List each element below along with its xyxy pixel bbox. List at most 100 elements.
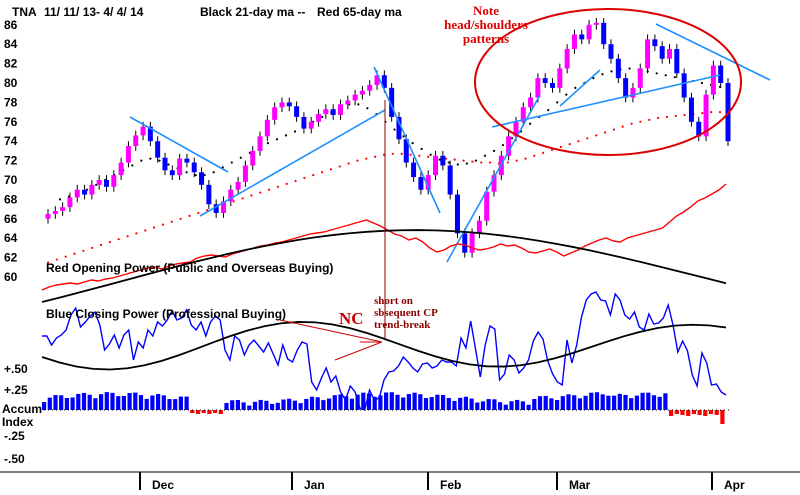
month-label: Apr: [724, 478, 745, 492]
candle-body: [74, 189, 80, 198]
ma-point: [64, 255, 67, 258]
price-tick-label: 62: [4, 251, 18, 265]
candle-body: [403, 139, 409, 163]
accum-bar-positive: [623, 394, 628, 410]
accum-bar-positive: [498, 402, 503, 410]
candle-body: [374, 75, 380, 85]
candle-body: [454, 194, 460, 234]
ma-point: [630, 122, 633, 125]
accum-bar-positive: [486, 399, 491, 410]
blue-closing-power-label: Blue Closing Power (Professional Buying): [46, 307, 286, 321]
accum-bar-negative: [674, 410, 679, 414]
candle-body: [103, 180, 109, 187]
ma-point: [565, 93, 568, 96]
month-label: Dec: [152, 478, 174, 492]
accum-bar-positive: [258, 399, 263, 410]
red-opening-power-label: Red Opening Power (Public and Overseas B…: [46, 261, 333, 275]
ma-point: [185, 171, 188, 174]
ma-point: [506, 161, 509, 164]
legend-black-ma: Black 21-day ma --: [200, 5, 305, 19]
candle-body: [586, 24, 592, 40]
ma-point: [58, 198, 62, 201]
accum-bar-positive: [594, 392, 600, 410]
ma-point: [46, 261, 50, 264]
candle-body: [301, 116, 307, 129]
candle-body: [345, 100, 351, 105]
accum-bar-negative: [218, 410, 223, 414]
candle-body: [264, 119, 270, 137]
accum-label-2: Index: [2, 415, 34, 429]
ma-point: [391, 152, 394, 155]
chart-ticker: TNA: [12, 5, 37, 19]
ma-point: [462, 159, 465, 162]
candle-body: [571, 34, 577, 50]
accum-bar-negative: [703, 410, 708, 416]
accum-bar-positive: [184, 396, 189, 410]
accum-bar-positive: [589, 392, 594, 410]
accum-bar-positive: [304, 398, 309, 410]
ma-point: [108, 240, 111, 244]
ma-point: [411, 142, 414, 145]
trendline: [491, 74, 721, 128]
accum-bar-positive: [116, 396, 121, 410]
candle-body: [411, 162, 417, 178]
accum-bar-positive: [235, 399, 240, 410]
ma-point: [321, 171, 324, 174]
ma-point: [303, 176, 306, 180]
candle-body: [191, 162, 197, 173]
short-line-1: short on: [374, 295, 413, 307]
ma-point: [444, 157, 447, 160]
candle-body: [645, 39, 651, 69]
ma65-dotted-line: [46, 111, 722, 264]
accum-bar-positive: [332, 395, 337, 410]
candle-body: [162, 157, 168, 171]
candle-body: [330, 109, 336, 116]
ma-point: [515, 159, 518, 162]
trendline: [199, 109, 386, 217]
ma-point: [400, 152, 403, 155]
accum-bar-positive: [150, 395, 155, 410]
accum-bar-positive: [537, 396, 543, 410]
accum-bar-positive: [612, 395, 617, 410]
ma-point: [574, 86, 577, 89]
short-line-3: trend-break: [374, 319, 431, 331]
accum-bar-positive: [663, 393, 668, 410]
accum-bar-positive: [64, 398, 69, 410]
ma-point: [683, 113, 686, 117]
red-power-ma-path: [41, 229, 727, 303]
accum-bar-positive: [492, 399, 497, 410]
accum-bar-positive: [167, 399, 172, 410]
price-candles: [45, 18, 731, 258]
accum-bar-positive: [309, 396, 315, 410]
candle-body: [177, 158, 183, 176]
nc-line: [279, 319, 383, 343]
ma-point: [197, 211, 200, 215]
ma-point: [501, 143, 505, 147]
candle-body: [491, 175, 497, 192]
accum-bar-negative: [669, 410, 674, 416]
accum-bar-positive: [469, 398, 474, 410]
ma-point: [586, 137, 589, 140]
candle-body: [199, 172, 205, 185]
candle-body: [52, 211, 58, 214]
candle-body: [316, 114, 322, 122]
candle-body: [652, 39, 658, 47]
candle-body: [272, 107, 278, 120]
ma-point: [568, 143, 571, 146]
accum-bar-negative: [190, 410, 195, 413]
ma-point: [365, 157, 368, 160]
candle-body: [286, 102, 292, 107]
accum-bar-positive: [532, 399, 537, 410]
ma-point: [374, 155, 377, 158]
accum-bar-positive: [583, 395, 588, 410]
candle-body: [279, 102, 285, 108]
ma-point: [592, 77, 595, 80]
accum-bar-negative: [686, 410, 691, 416]
candle-body: [447, 165, 453, 195]
accum-bar-negative: [720, 410, 725, 424]
candle-body: [294, 106, 300, 117]
accum-bar-negative: [697, 410, 702, 415]
accum-tick: +.50: [4, 362, 28, 376]
accum-bar-positive: [406, 394, 411, 410]
ma-point: [276, 185, 279, 188]
